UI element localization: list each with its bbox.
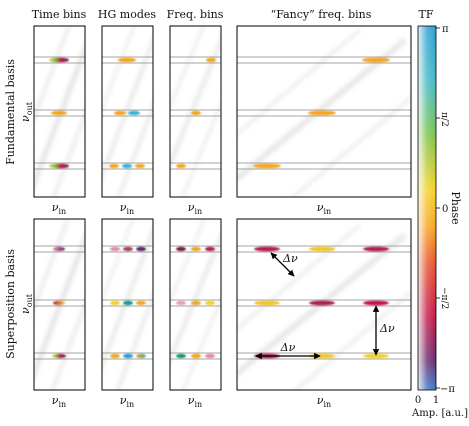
y-axis-label-bottom: νout (19, 293, 34, 314)
colorbar-tick-pi: π (442, 24, 449, 35)
x-axis-labels-bottom: νin νin νin νin (52, 394, 331, 409)
svg-text:νin: νin (120, 394, 134, 409)
svg-text:νin: νin (52, 394, 66, 409)
colorbar-amp-tick-1: 1 (433, 395, 439, 406)
colorbar-title: TF (419, 8, 434, 21)
col-title-fancy-freq-bins: “Fancy” freq. bins (271, 8, 372, 21)
svg-text:νin: νin (120, 201, 134, 216)
panel-bottom-fancy-freq-bins: Δν Δν Δν (236, 218, 412, 391)
svg-text:νout: νout (19, 101, 34, 122)
panel-bottom-freq-bins (169, 218, 222, 391)
colorbar-tick-neg-pi: −π (440, 384, 455, 395)
row-title-fundamental: Fundamental basis (4, 59, 17, 165)
svg-text:νin: νin (188, 394, 202, 409)
svg-text:νout: νout (19, 293, 34, 314)
delta-label-horizontal: Δν (280, 341, 296, 354)
panel-top-fancy-freq-bins (236, 25, 412, 198)
delta-label-diagonal: Δν (282, 252, 298, 265)
colorbar-phase-label: Phase (449, 191, 462, 224)
colorbar-tick-zero: 0 (442, 204, 448, 215)
col-title-freq-bins: Freq. bins (167, 8, 224, 21)
colorbar-tick-neg-pi-half: −π/2 (439, 287, 449, 309)
svg-text:νin: νin (188, 201, 202, 216)
svg-text:νin: νin (317, 201, 331, 216)
panel-top-freq-bins (169, 25, 222, 198)
delta-arrow-diagonal (270, 252, 295, 277)
panel-bottom-time-bins (33, 218, 86, 391)
x-axis-labels-top: νin νin νin νin (52, 201, 331, 216)
delta-label-vertical: Δν (379, 322, 395, 335)
colorbar-amp-tick-0: 0 (415, 395, 421, 406)
svg-text:νin: νin (317, 394, 331, 409)
y-axis-label-top: νout (19, 101, 34, 122)
panel-top-hg-modes (101, 25, 154, 198)
panel-top-time-bins (33, 25, 86, 198)
colorbar-tick-pi-half: π/2 (439, 112, 449, 127)
col-title-hg-modes: HG modes (98, 8, 156, 21)
colorbar: TF π π/2 0 −π/2 −π Phase 0 1 Amp. [a.u.] (411, 8, 468, 419)
row-title-superposition: Superposition basis (4, 249, 17, 359)
colorbar-amp-label: Amp. [a.u.] (411, 408, 468, 419)
panel-bottom-hg-modes (101, 218, 154, 391)
svg-text:νin: νin (52, 201, 66, 216)
col-title-time-bins: Time bins (32, 8, 87, 21)
